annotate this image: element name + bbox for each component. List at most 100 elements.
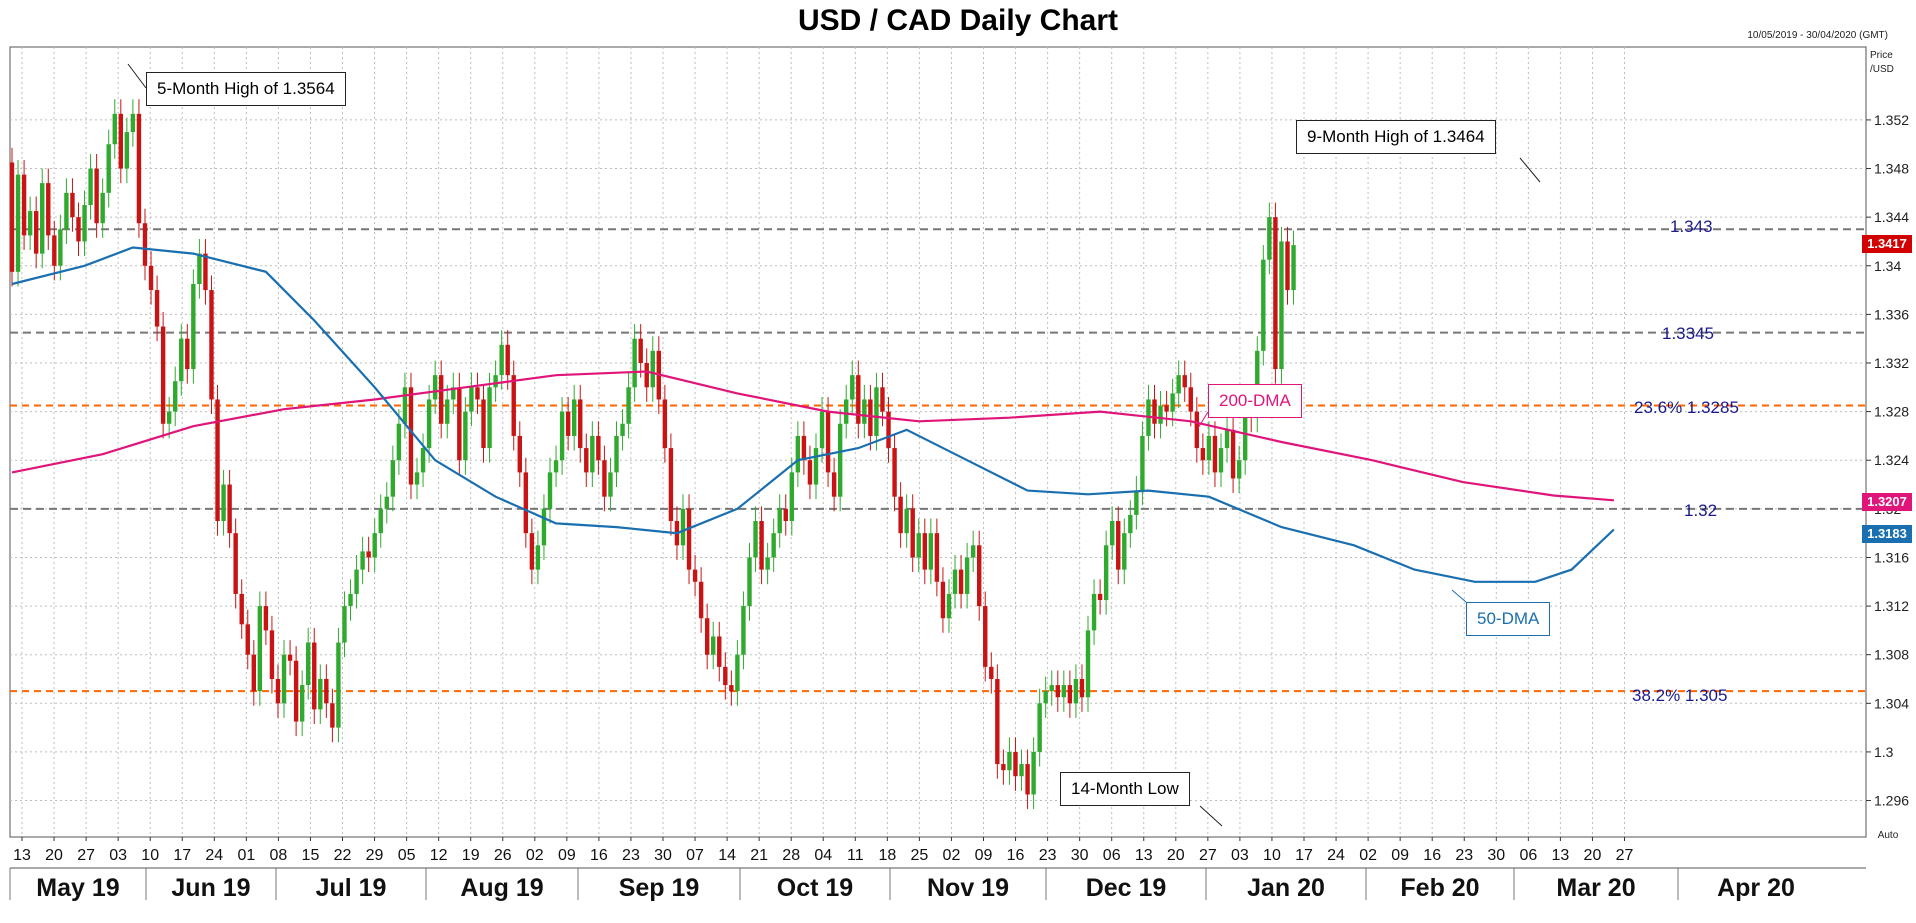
- candle-down: [118, 113, 124, 169]
- candle-up: [632, 338, 637, 388]
- candle-down: [1097, 593, 1103, 600]
- candle-up: [336, 642, 341, 728]
- candle-down: [511, 375, 516, 436]
- candle-down: [263, 606, 269, 631]
- callout-14-month-low: 14-Month Low: [1060, 772, 1190, 806]
- x-day-label: 16: [590, 847, 608, 864]
- candle-up: [342, 606, 347, 643]
- x-day-label: 24: [1327, 847, 1345, 864]
- x-day-label: 27: [1616, 847, 1634, 864]
- candle-down: [1152, 399, 1157, 424]
- candle-up: [40, 183, 45, 254]
- candle-down: [1079, 679, 1085, 698]
- candle-down: [704, 618, 710, 655]
- callout-9-month-high-leader: [1519, 157, 1541, 183]
- candle-up: [166, 411, 172, 424]
- candle-up: [106, 144, 111, 193]
- candle-down: [801, 435, 807, 461]
- candle-down: [958, 569, 964, 594]
- x-day-label: 22: [334, 847, 352, 864]
- candle-up: [928, 533, 934, 570]
- candle-up: [27, 211, 33, 236]
- candle-up: [1091, 593, 1097, 631]
- price-tag-50-dma: 1.3183: [1862, 525, 1912, 543]
- x-day-label: 01: [237, 847, 255, 864]
- month-label: Apr 20: [1717, 874, 1795, 902]
- x-day-label: 17: [1295, 847, 1313, 864]
- candle-down: [825, 411, 831, 473]
- candle-down: [233, 533, 238, 594]
- candle-down: [692, 569, 698, 582]
- label-50-dma: 50-DMA: [1466, 602, 1551, 636]
- candle-down: [136, 113, 142, 224]
- candle-up: [432, 375, 438, 400]
- candle-up: [1291, 245, 1296, 291]
- candle-up: [1279, 241, 1284, 370]
- candle-up: [1043, 691, 1048, 704]
- candle-up: [1031, 751, 1036, 795]
- candle-up: [620, 423, 625, 436]
- x-day-label: 16: [1423, 847, 1441, 864]
- candle-up: [493, 375, 498, 388]
- candle-down: [1212, 435, 1218, 473]
- y-tick-label: 1.3: [1874, 744, 1894, 760]
- x-day-label: 27: [1199, 847, 1217, 864]
- candle-up: [874, 387, 879, 436]
- candle-down: [759, 521, 764, 570]
- candle-down: [142, 223, 148, 266]
- candle-down: [1230, 429, 1236, 479]
- candle-up: [64, 192, 69, 230]
- candle-up: [946, 593, 952, 619]
- candle-up: [130, 113, 136, 133]
- x-day-label: 02: [1359, 847, 1377, 864]
- candle-down: [1116, 521, 1121, 570]
- candle-up: [1061, 685, 1067, 698]
- x-day-label: 30: [1487, 847, 1505, 864]
- candle-down: [1055, 685, 1060, 698]
- x-day-label: 29: [366, 847, 384, 864]
- candle-up: [844, 399, 849, 424]
- candle-down: [148, 265, 154, 291]
- y-tick-label: 1.332: [1874, 355, 1909, 371]
- y-tick-label: 1.328: [1874, 404, 1909, 420]
- x-day-label: 28: [782, 847, 800, 864]
- candle-down: [529, 533, 535, 570]
- y-tick-label: 1.308: [1874, 647, 1909, 663]
- candle-up: [1224, 429, 1230, 449]
- candle-up: [1007, 751, 1012, 771]
- level-label-fib-236: 23.6% 1.3285: [1634, 398, 1739, 417]
- candle-up: [711, 636, 716, 655]
- x-day-label: 23: [622, 847, 640, 864]
- candle-up: [970, 545, 976, 558]
- x-day-label: 10: [1263, 847, 1281, 864]
- month-label: Jan 20: [1247, 874, 1325, 902]
- candle-down: [505, 344, 510, 376]
- level-label-132: 1.32: [1684, 501, 1718, 520]
- candle-down: [602, 460, 607, 497]
- candle-up: [58, 229, 63, 266]
- candle-up: [112, 113, 117, 145]
- price-tag-last: 1.3417: [1862, 235, 1912, 253]
- x-day-label: 27: [77, 847, 95, 864]
- candle-up: [819, 411, 825, 449]
- x-day-label: 03: [109, 847, 127, 864]
- candle-up: [191, 284, 196, 370]
- y-tick-label: 1.312: [1874, 598, 1909, 614]
- candle-up: [952, 569, 958, 594]
- y-tick-label: 1.296: [1874, 793, 1909, 809]
- candle-up: [1158, 405, 1163, 424]
- candle-up: [795, 435, 801, 473]
- x-day-label: 24: [205, 847, 223, 864]
- x-day-label: 05: [398, 847, 416, 864]
- level-label-13345: 1.3345: [1662, 324, 1714, 343]
- candle-up: [1170, 393, 1175, 412]
- month-label: Oct 19: [777, 874, 853, 902]
- candle-up: [487, 387, 492, 449]
- candle-down: [154, 290, 160, 327]
- candle-down: [209, 290, 214, 400]
- candle-up: [735, 654, 740, 692]
- x-day-label: 09: [558, 847, 576, 864]
- candle-up: [378, 508, 383, 534]
- candle-down: [886, 411, 891, 449]
- candle-down: [76, 217, 81, 242]
